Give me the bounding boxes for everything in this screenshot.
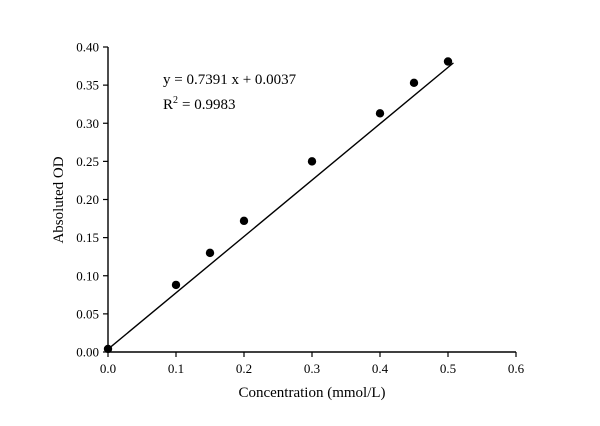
- x-tick-label: 0.6: [508, 361, 525, 376]
- r-squared-exponent: 2: [173, 95, 178, 106]
- y-tick-label: 0.25: [76, 154, 99, 169]
- x-tick-label: 0.3: [304, 361, 320, 376]
- data-point: [375, 109, 385, 118]
- y-tick-label: 0.05: [76, 306, 99, 321]
- y-tick-label: 0.40: [76, 40, 99, 55]
- data-point: [409, 78, 419, 88]
- y-tick-label: 0.35: [76, 78, 99, 93]
- data-point: [307, 157, 317, 166]
- x-axis-label: Concentration (mmol/L): [238, 385, 385, 401]
- data-point: [239, 216, 249, 226]
- x-tick-label: 0.2: [236, 361, 252, 376]
- data-point: [103, 344, 113, 354]
- r-squared-annotation: R2 = 0.9983: [163, 95, 235, 113]
- fit-line: [107, 62, 454, 350]
- r-squared-value: = 0.9983: [182, 97, 235, 113]
- tick-marks: [103, 46, 517, 357]
- regression-line: [107, 62, 454, 350]
- tick-labels: 0.0 0.1 0.2 0.3 0.4 0.5 0.6 0.00 0.05 0.10 0.15 0.2…: [76, 40, 524, 377]
- y-axis-label: Absoluted OD: [51, 156, 67, 243]
- x-tick-label: 0.1: [168, 361, 184, 376]
- data-point: [205, 248, 215, 258]
- y-tick-label: 0.20: [76, 192, 99, 207]
- y-tick-label: 0.30: [76, 116, 99, 131]
- r-squared-base: R: [163, 97, 173, 113]
- x-tick-label: 0.4: [372, 361, 389, 376]
- data-point: [443, 57, 453, 66]
- axes: [107, 47, 516, 353]
- y-tick-label: 0.15: [76, 230, 99, 245]
- x-tick-label: 0.5: [440, 361, 456, 376]
- x-tick-label: 0.0: [100, 361, 116, 376]
- y-tick-label: 0.10: [76, 268, 99, 283]
- equation-annotation: y = 0.7391 x + 0.0037: [163, 72, 297, 88]
- data-point: [171, 280, 181, 290]
- y-tick-label: 0.00: [76, 345, 99, 360]
- data-points: [103, 57, 453, 354]
